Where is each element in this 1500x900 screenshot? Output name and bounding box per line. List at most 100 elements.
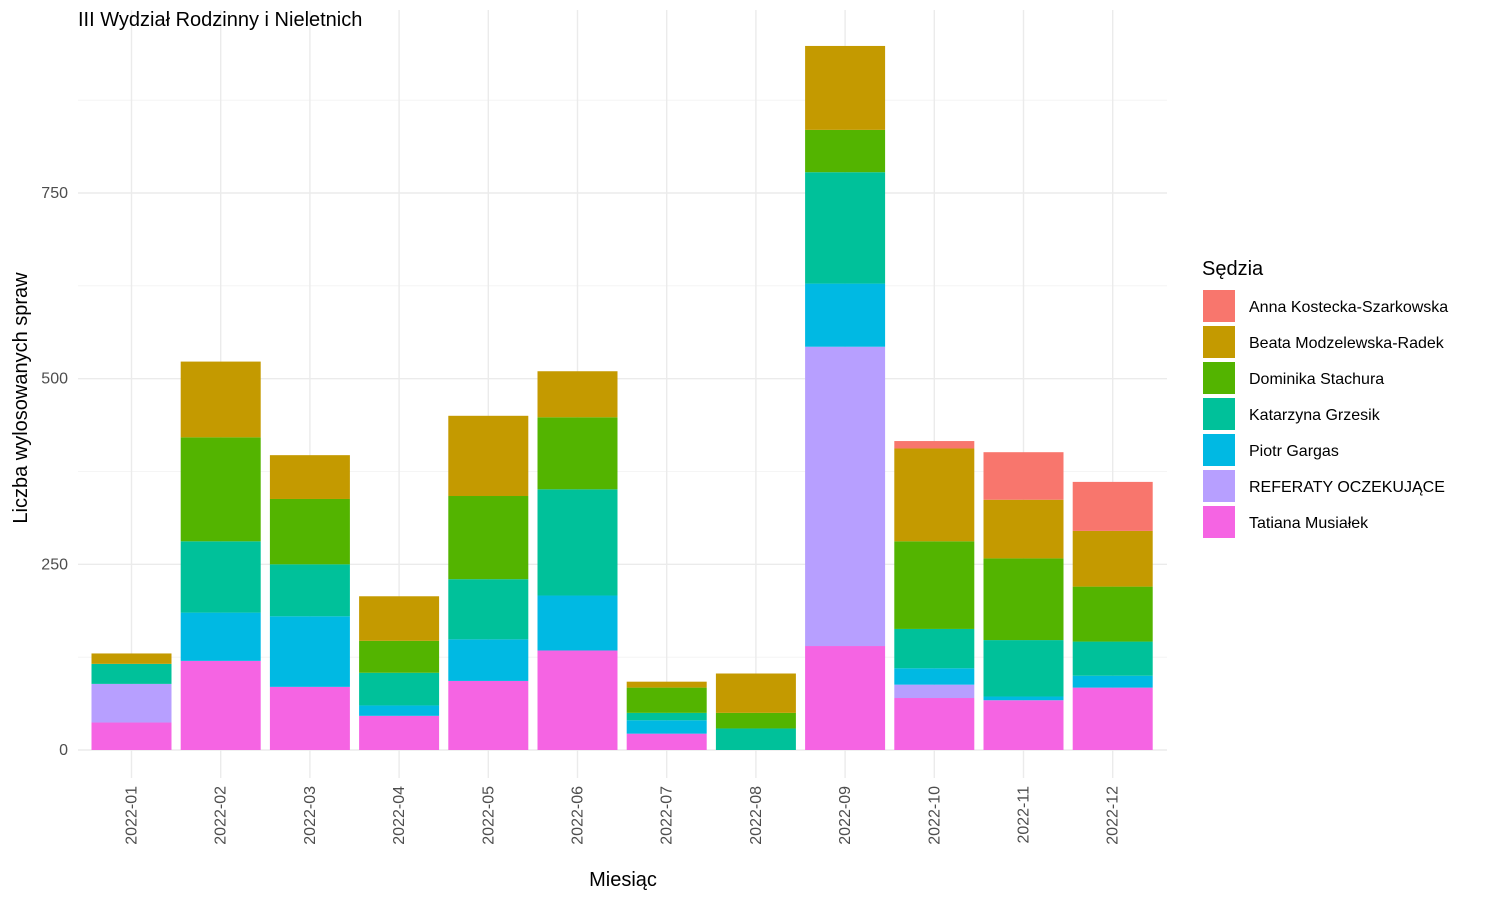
bar-segment: [1072, 641, 1153, 676]
bar-segment: [359, 596, 440, 641]
y-tick-label: 500: [41, 371, 68, 388]
bar-segment: [1072, 675, 1153, 688]
x-tick-label: 2022-03: [302, 786, 319, 845]
bar-segment: [805, 646, 886, 750]
bar-segment: [269, 455, 350, 499]
y-axis-ticks: 0 250 500 750: [41, 185, 68, 759]
x-tick-label: 2022-04: [391, 786, 408, 845]
bar-segment: [91, 653, 172, 664]
legend-label: Dominika Stachura: [1249, 371, 1384, 388]
bar-segment: [1072, 687, 1153, 750]
bar-segment: [626, 681, 707, 688]
bar-segment: [894, 628, 975, 669]
bar-segment: [180, 437, 261, 542]
bar-segment: [448, 415, 529, 497]
bar-segment: [359, 672, 440, 706]
bar-segment: [983, 700, 1064, 750]
bar-segment: [269, 616, 350, 687]
legend-label: Anna Kostecka-Szarkowska: [1249, 299, 1448, 316]
chart-title: III Wydział Rodzinny i Nieletnich: [78, 9, 362, 31]
bar-segment: [359, 705, 440, 716]
bar-segment: [805, 172, 886, 284]
bar-segment: [894, 698, 975, 750]
x-tick-label: 2022-02: [213, 786, 230, 845]
legend-label: Tatiana Musiałek: [1249, 515, 1369, 532]
x-tick-label: 2022-06: [570, 786, 587, 845]
bar-segment: [805, 45, 886, 130]
bar-segment: [894, 448, 975, 542]
bar-segment: [983, 499, 1064, 559]
bar-segment: [715, 728, 796, 750]
y-axis-title: Liczba wylosowanych spraw: [10, 272, 32, 524]
x-tick-label: 2022-01: [124, 786, 141, 845]
bar-segment: [894, 684, 975, 699]
legend-label: REFERATY OCZEKUJĄCE: [1249, 479, 1445, 496]
bar-segment: [1072, 530, 1153, 587]
x-tick-label: 2022-11: [1016, 786, 1033, 844]
bar-segment: [91, 683, 172, 723]
bar-segment: [805, 346, 886, 647]
bar-segment: [626, 733, 707, 750]
legend-swatch: [1203, 362, 1235, 394]
legend-swatch: [1203, 326, 1235, 358]
bar-segment: [180, 660, 261, 750]
bar-segment: [537, 489, 618, 596]
bar-segment: [626, 687, 707, 713]
bar-segment: [805, 129, 886, 173]
bar-segment: [983, 452, 1064, 500]
bar-segment: [180, 361, 261, 438]
bar-segment: [269, 564, 350, 617]
legend-label: Piotr Gargas: [1249, 443, 1339, 460]
bars: [91, 45, 1153, 750]
bar-segment: [537, 417, 618, 490]
legend-label: Beata Modzelewska-Radek: [1249, 335, 1445, 352]
bar-segment: [894, 668, 975, 685]
x-axis-ticks: 2022-01 2022-02 2022-03 2022-04 2022-05 2022-…: [124, 786, 1122, 845]
legend-swatch: [1203, 470, 1235, 502]
bar-segment: [537, 650, 618, 750]
bar-segment: [983, 696, 1064, 701]
bar-segment: [269, 498, 350, 565]
x-tick-label: 2022-07: [659, 786, 676, 845]
bar-segment: [359, 640, 440, 673]
x-tick-label: 2022-05: [480, 786, 497, 845]
legend-label: Katarzyna Grzesik: [1249, 407, 1381, 424]
bar-segment: [91, 722, 172, 750]
legend-swatch: [1203, 506, 1235, 538]
bar-segment: [91, 663, 172, 684]
y-tick-label: 250: [41, 556, 68, 573]
bar-segment: [448, 680, 529, 750]
bar-segment: [1072, 481, 1153, 531]
bar-segment: [894, 541, 975, 629]
bar-segment: [537, 595, 618, 651]
bar-segment: [894, 441, 975, 449]
legend-swatch: [1203, 398, 1235, 430]
bar-segment: [537, 371, 618, 418]
bar-segment: [359, 715, 440, 750]
bar-segment: [626, 712, 707, 721]
y-tick-label: 0: [59, 742, 68, 759]
x-tick-label: 2022-09: [837, 786, 854, 845]
bar-segment: [180, 612, 261, 661]
bar-segment: [448, 579, 529, 640]
bar-segment: [1072, 586, 1153, 642]
legend-swatch: [1203, 290, 1235, 322]
bar-segment: [448, 496, 529, 580]
bar-segment: [180, 541, 261, 613]
legend-swatch: [1203, 434, 1235, 466]
x-axis-title: Miesiąc: [589, 869, 657, 891]
x-tick-label: 2022-10: [926, 786, 943, 845]
bar-segment: [715, 673, 796, 713]
bar-segment: [269, 686, 350, 750]
x-tick-label: 2022-08: [748, 786, 765, 845]
bar-segment: [983, 558, 1064, 641]
bar-segment: [805, 283, 886, 347]
bar-segment: [983, 640, 1064, 697]
bar-segment: [715, 712, 796, 729]
bar-segment: [626, 720, 707, 734]
legend-title: Sędzia: [1202, 258, 1264, 280]
y-tick-label: 750: [41, 185, 68, 202]
legend: Sędzia Anna Kostecka-Szarkowska Beata Mod…: [1202, 258, 1448, 538]
bar-segment: [448, 639, 529, 681]
